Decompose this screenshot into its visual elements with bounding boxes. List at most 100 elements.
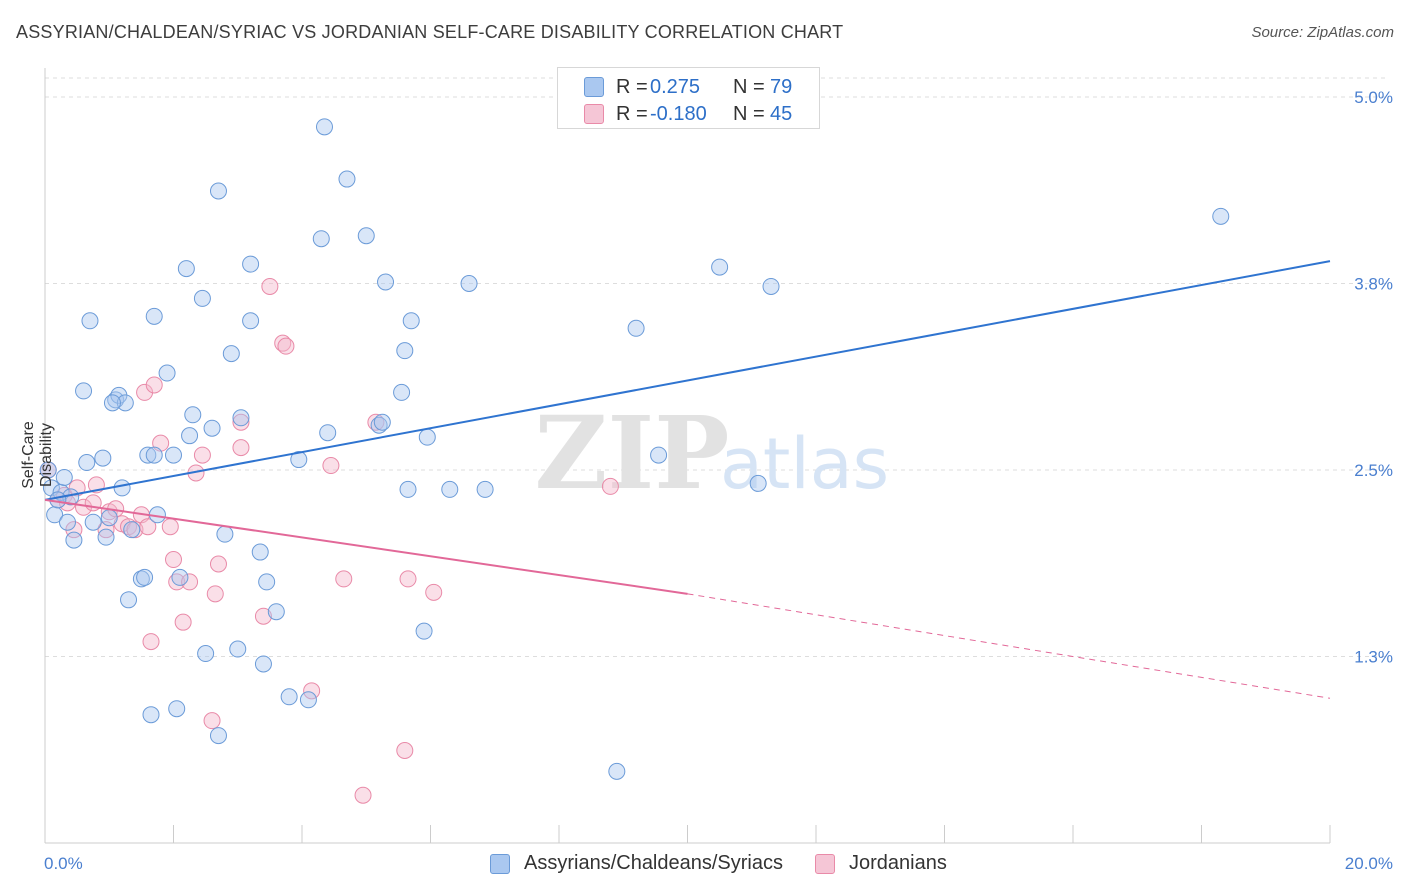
point-assyrian [1212,207,1230,225]
point-assyrian [65,531,83,549]
point-assyrian [299,691,317,709]
point-assyrian [460,275,478,292]
point-jordanian [601,477,619,495]
point-assyrian [55,468,73,486]
point-assyrian [418,428,436,446]
point-assyrian [315,118,333,136]
point-assyrian [399,480,417,498]
point-assyrian [145,446,163,464]
point-assyrian [97,528,115,546]
point-jordanian [399,570,417,588]
point-assyrian [203,419,221,437]
point-assyrian [415,622,433,640]
legend-r-label: R = [616,76,648,98]
point-assyrian [650,446,668,464]
point-assyrian [184,406,202,424]
point-assyrian [608,762,626,780]
point-assyrian [181,427,199,445]
legend-label: Jordanians [849,852,947,874]
point-assyrian [103,394,121,412]
point-jordanian [142,633,160,651]
point-jordanian [203,712,221,730]
point-jordanian [174,613,192,631]
trend-layer [44,260,1331,699]
point-assyrian [393,383,411,401]
point-jordanian [232,439,250,457]
legend-swatch-blue [490,854,510,874]
point-jordanian [232,413,250,431]
point-jordanian [274,334,292,352]
point-assyrian [251,543,269,561]
point-assyrian [396,342,414,360]
point-assyrian [373,413,391,431]
series-legend: Assyrians/Chaldeans/Syriacs Jordanians [490,852,1010,878]
point-jordanian [261,277,279,295]
legend-n-label: N = [733,76,765,98]
watermark-zip: ZIP [535,394,730,512]
point-assyrian [113,479,131,497]
point-assyrian [229,640,247,658]
point-jordanian [396,741,414,759]
point-jordanian [425,583,443,601]
point-assyrian [222,345,240,363]
point-assyrian [58,513,76,531]
point-jordanian [181,573,199,591]
point-assyrian [168,700,186,718]
point-assyrian [441,480,459,498]
y-axis-label: Self-Care Disability [20,421,55,489]
legend-swatch-blue [584,77,604,97]
point-assyrian [338,170,356,188]
point-jordanian [367,413,385,431]
point-jordanian [145,376,163,394]
legend-n-value: 45 [770,103,793,125]
point-jordanian [277,337,295,355]
legend-label: Assyrians/Chaldeans/Syriacs [524,852,783,874]
point-jordanian [193,446,211,464]
y-tick-label: 3.8% [1354,275,1393,294]
point-assyrian [280,688,298,706]
point-assyrian [254,655,272,673]
point-assyrian [290,451,308,469]
point-assyrian [209,182,227,200]
point-assyrian [627,319,645,337]
point-assyrian [107,391,125,409]
point-assyrian [100,509,118,527]
point-jordanian [68,479,86,497]
point-assyrian [242,255,260,273]
legend-row-jordanians: R = -0.180 N = 45 [558,101,819,127]
points-layer [39,118,1230,804]
point-assyrian [711,258,729,276]
watermark-atlas: atlas [720,423,889,505]
point-jordanian [322,457,340,475]
point-assyrian [370,416,388,434]
point-assyrian [377,273,395,291]
x-tick-label: 20.0% [1345,854,1393,873]
legend-n-value: 79 [770,76,793,98]
trendline-jordanians [44,498,688,595]
y-tick-label: 5.0% [1354,88,1393,107]
tick-label-layer: 1.3% 2.5% 3.8% 5.0% 0.0% 20.0% [44,88,1393,873]
point-assyrian [145,307,163,325]
point-assyrian [267,603,285,621]
legend-swatch-pink [584,104,604,124]
point-jordanian [139,518,157,536]
point-assyrian [312,230,330,248]
point-assyrian [319,424,337,442]
point-assyrian [171,568,189,586]
legend-r-value: 0.275 [650,76,701,98]
point-jordanian [168,573,186,591]
source-label: Source: ZipAtlas.com [1251,24,1394,41]
point-assyrian [177,260,195,278]
point-jordanian [165,551,182,569]
correlation-legend: R = 0.275 N = 79 R = -0.180 N = 45 [557,67,820,129]
point-assyrian [357,227,375,245]
point-jordanian [303,682,321,700]
point-jordanian [161,518,179,536]
point-assyrian [193,289,211,307]
point-assyrian [402,312,420,330]
point-assyrian [242,312,260,330]
axis-layer [44,68,1331,844]
point-assyrian [158,364,176,382]
point-assyrian [476,480,494,498]
point-assyrian [78,454,96,472]
